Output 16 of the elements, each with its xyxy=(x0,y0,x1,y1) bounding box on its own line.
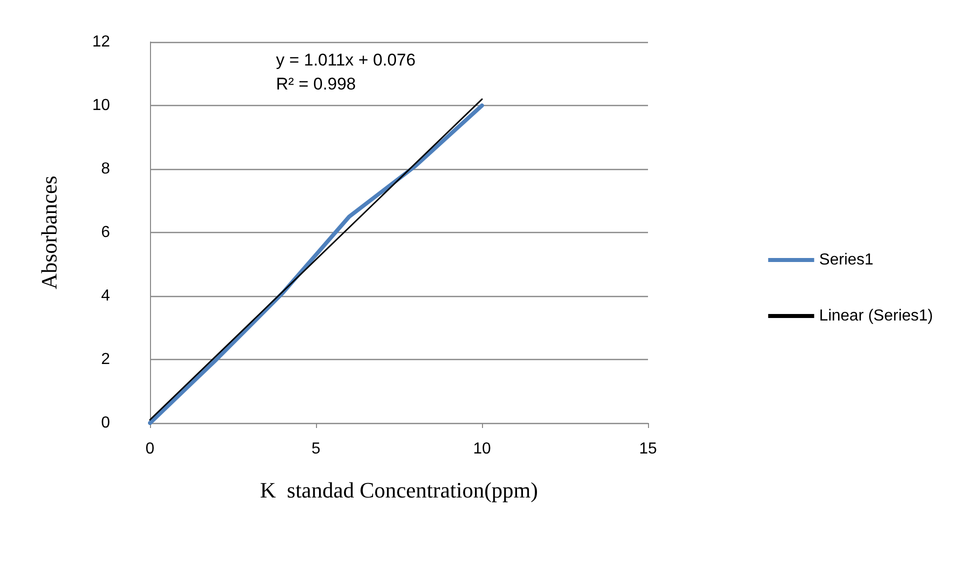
x-tick-label: 15 xyxy=(639,440,657,458)
x-axis-title: K standad Concentration(ppm) xyxy=(260,478,538,502)
y-tick-label: 12 xyxy=(92,34,110,50)
y-tick-label: 0 xyxy=(101,414,110,432)
x-tick-label: 0 xyxy=(146,440,155,458)
y-axis-title: Absorbances xyxy=(36,176,62,290)
y-tick-label: 10 xyxy=(92,97,110,114)
legend-label: Linear (Series1) xyxy=(819,308,933,324)
y-tick-label: 8 xyxy=(101,160,110,178)
annotation: y = 1.011x + 0.076 R² = 0.998 xyxy=(276,50,416,94)
y-tick-label: 2 xyxy=(101,351,110,368)
x-tick-label: 10 xyxy=(473,440,491,458)
y-tick-label: 6 xyxy=(101,224,110,241)
x-tick-label: 5 xyxy=(312,440,321,458)
legend-label: Series1 xyxy=(819,252,874,268)
y-tick-label: 4 xyxy=(101,288,110,304)
